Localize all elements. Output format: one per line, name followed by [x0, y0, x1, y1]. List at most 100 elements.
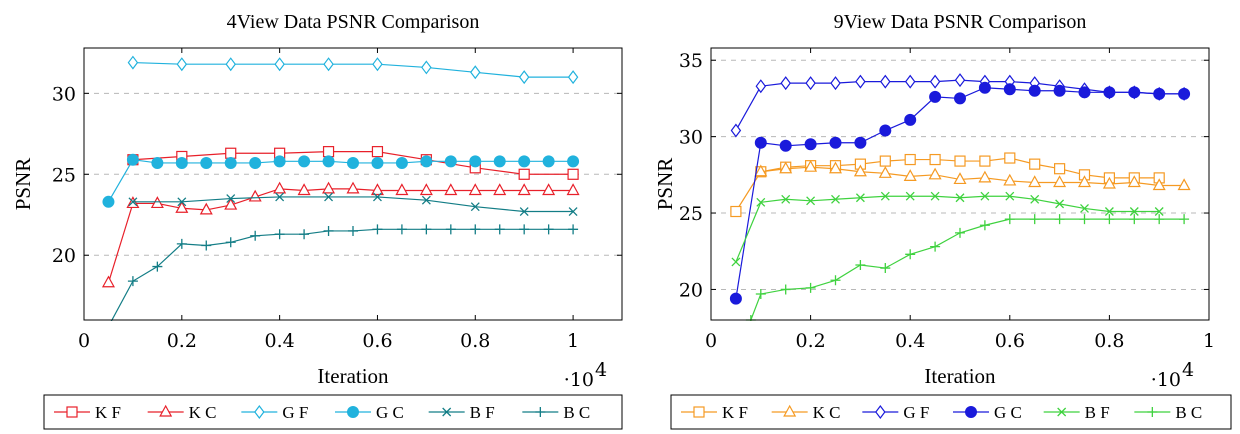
series-line-b-c [750, 218, 1185, 321]
data-point [880, 263, 891, 274]
data-point [780, 284, 791, 295]
data-point [756, 197, 766, 207]
chart-title: 9View Data PSNR Comparison [834, 11, 1087, 33]
data-point [855, 259, 866, 270]
y-tick-label: 30 [52, 83, 76, 105]
data-point [224, 156, 237, 169]
data-point [225, 147, 237, 159]
x-multiplier-exponent: 4 [595, 359, 607, 381]
data-point [199, 202, 213, 215]
data-point [225, 237, 236, 248]
data-point [201, 240, 212, 251]
data-point [273, 181, 287, 194]
data-point [953, 172, 967, 185]
data-point [1154, 207, 1164, 216]
x-tick-label: 1 [567, 330, 579, 352]
x-axis-label: Iteration [317, 364, 389, 388]
data-point [905, 249, 916, 260]
legend-marker [442, 407, 452, 417]
data-point [542, 155, 555, 168]
data-point [929, 74, 941, 89]
legend-label: K C [813, 403, 841, 422]
data-point [903, 169, 917, 181]
series-line-g-f [132, 61, 574, 78]
x-tick-label: 0 [78, 330, 90, 352]
data-point [730, 123, 742, 138]
series-group [101, 55, 580, 331]
data-point [225, 57, 236, 72]
data-point [1055, 199, 1065, 209]
series-group [729, 73, 1191, 321]
data-point [567, 168, 579, 180]
data-point [1104, 214, 1115, 225]
x-tick-label: 0 [705, 330, 717, 352]
data-point [468, 183, 482, 196]
legend-label: B F [470, 403, 495, 422]
data-point [1154, 214, 1165, 225]
data-point [567, 155, 580, 168]
data-point [322, 181, 336, 194]
data-point [494, 224, 505, 235]
data-point [1053, 163, 1066, 175]
data-point [469, 155, 482, 168]
data-point [298, 155, 311, 168]
legend-label: B F [1085, 403, 1110, 422]
legend-marker [875, 405, 886, 419]
data-point [928, 167, 942, 180]
data-point [470, 224, 481, 235]
data-point [126, 153, 139, 166]
data-point [779, 139, 792, 152]
legend-label: G C [994, 403, 1022, 422]
data-point [249, 156, 262, 169]
data-point [904, 113, 917, 126]
y-tick-label: 20 [679, 279, 703, 301]
data-point [904, 74, 916, 89]
data-point [878, 166, 892, 178]
chart-2: 9View Data PSNR Comparison 20 25 30 35 0 0.2 0.… [653, 11, 1232, 430]
data-point [1178, 87, 1191, 100]
data-point [103, 321, 113, 331]
data-point [322, 146, 335, 158]
data-point [879, 155, 891, 167]
x-tick-label: 0.4 [895, 330, 925, 352]
legend-label: G C [376, 403, 404, 422]
data-point [755, 289, 766, 300]
data-point [1080, 203, 1089, 213]
data-point [805, 76, 816, 91]
data-point [274, 229, 285, 240]
data-point [567, 70, 579, 85]
data-point [518, 70, 530, 85]
data-point [542, 183, 556, 196]
plot-frame [710, 47, 1210, 321]
data-point [1129, 207, 1139, 216]
data-point [754, 164, 768, 177]
data-point [226, 194, 236, 204]
legend-marker [783, 404, 797, 417]
data-point [1103, 86, 1116, 99]
series-line-k-f [132, 151, 574, 175]
data-point [854, 136, 867, 149]
data-point [127, 276, 138, 287]
data-point [806, 196, 816, 206]
data-point [730, 205, 742, 218]
data-point [805, 282, 816, 293]
y-tick-label: 30 [679, 127, 703, 149]
data-point [1079, 214, 1090, 225]
data-point [152, 261, 163, 272]
data-point [102, 195, 115, 208]
data-point [175, 156, 188, 169]
legend-label: B C [563, 403, 590, 422]
data-point [828, 161, 843, 174]
legend-marker [254, 405, 265, 419]
data-point [1054, 214, 1065, 225]
data-point [879, 124, 892, 137]
data-point [421, 60, 432, 75]
data-point [470, 65, 481, 80]
x-multiplier-exponent: 4 [1182, 359, 1194, 381]
data-point [177, 197, 187, 207]
data-point [493, 155, 506, 168]
data-point [127, 55, 139, 70]
data-point [395, 183, 409, 196]
